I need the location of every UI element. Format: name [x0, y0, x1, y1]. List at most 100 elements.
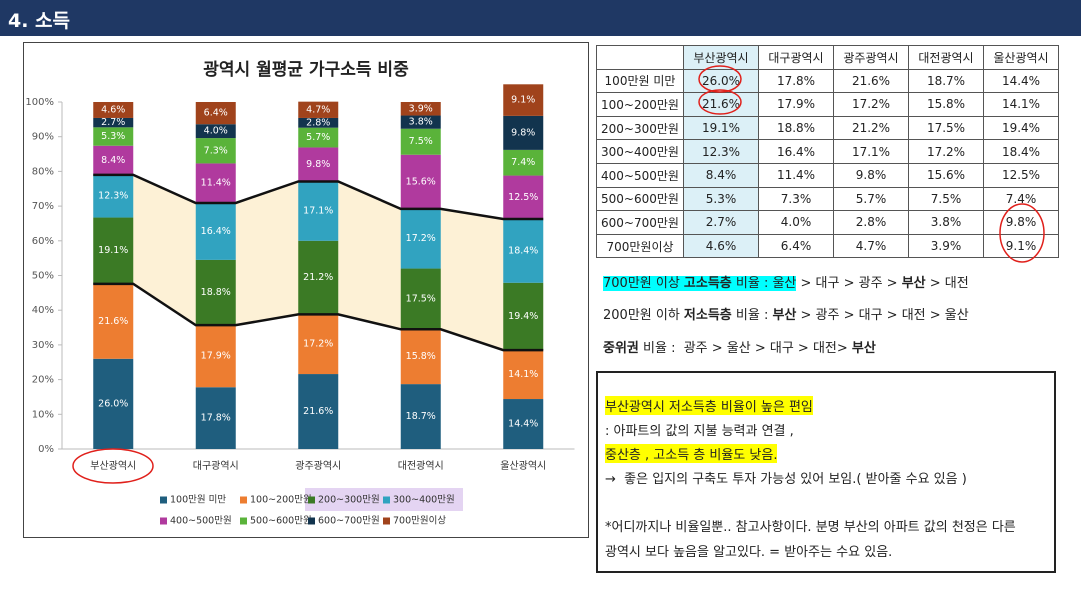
bar-segment — [93, 117, 134, 128]
data-label: 5.3% — [101, 131, 125, 142]
table-cell: 18.7% — [908, 68, 984, 94]
data-label: 4.6% — [101, 104, 125, 115]
bar-segment — [503, 218, 544, 283]
y-tick-label: 90% — [32, 132, 54, 143]
table-row-header: 700만원이상 — [596, 233, 684, 259]
note-line: 광역시 보다 높음을 알고있다. = 받아주는 수요 있음. — [605, 545, 893, 560]
note-line: 중산층 , 고소득 층 비율도 낮음. — [605, 444, 778, 463]
table-header-row: 부산광역시 대구광역시 광주광역시 대전광역시 울산광역시 — [596, 45, 1059, 70]
bar-segment — [195, 138, 236, 164]
bar-segment — [298, 240, 339, 315]
bar-segment — [93, 283, 134, 359]
note-box: 부산광역시 저소득층 비율이 높은 편임 : 아파트의 값의 지불 능력과 연결… — [596, 371, 1056, 573]
data-label: 2.7% — [101, 117, 125, 128]
table-cell: 12.5% — [983, 162, 1059, 188]
table-cell: 12.3% — [683, 139, 759, 164]
bar-segment — [195, 259, 236, 326]
data-label: 9.8% — [306, 159, 330, 170]
y-tick-label: 70% — [32, 201, 54, 212]
bar-segment — [195, 202, 236, 260]
bar-segment — [93, 102, 134, 118]
note-line: → 좋은 입지의 구축도 투자 가능성 있어 보임.( 받아줄 수요 있음 ) — [605, 472, 967, 487]
bar-segment — [400, 128, 441, 155]
data-label: 17.9% — [201, 351, 231, 362]
bar-segment — [195, 102, 236, 125]
legend-swatch — [383, 517, 390, 525]
table-row: 100~200만원 21.6% 17.9% 17.2% 15.8% 14.1% — [596, 92, 1059, 117]
table-cell: 2.8% — [833, 210, 909, 235]
table-cell: 15.6% — [908, 162, 984, 188]
bar-segment — [93, 217, 134, 284]
data-label: 17.1% — [303, 206, 333, 217]
table-row-header: 400~500만원 — [596, 162, 684, 188]
bar-segment — [195, 163, 236, 203]
data-label: 12.5% — [508, 192, 538, 203]
table-cell: 7.4% — [983, 186, 1059, 212]
summary-line: 200만원 이하 저소득층 비율 : 부산 > 광주 > 대구 > 대전 > 울… — [603, 304, 969, 323]
table-cell: 26.0% — [683, 68, 759, 94]
legend-swatch — [240, 517, 247, 525]
data-label: 19.1% — [98, 245, 128, 256]
bar-segment — [503, 175, 544, 219]
bar-segment — [298, 181, 339, 241]
legend-swatch — [383, 496, 390, 504]
legend-swatch — [160, 496, 167, 504]
data-label: 17.2% — [303, 339, 333, 350]
legend-swatch — [240, 496, 247, 504]
table-header-cell: 대구광역시 — [758, 45, 834, 70]
y-tick-label: 0% — [38, 444, 54, 455]
table-cell: 7.3% — [758, 186, 834, 212]
text: 비율 : — [731, 308, 773, 323]
table-cell: 17.9% — [758, 92, 834, 117]
legend-label: 500~600만원 — [250, 516, 312, 527]
table-cell: 17.8% — [758, 68, 834, 94]
x-tick-label: 부산광역시 — [90, 460, 136, 472]
table-row-header: 500~600만원 — [596, 186, 684, 212]
bar-segment — [93, 127, 134, 146]
data-label: 9.8% — [511, 127, 535, 138]
text: > 광주 > 대구 > 대전 > 울산 — [796, 308, 969, 323]
bar-segment — [298, 127, 339, 148]
table-cell: 21.6% — [833, 68, 909, 94]
data-label: 17.5% — [406, 293, 436, 304]
bar-segment — [400, 268, 441, 330]
table-row-header: 600~700만원 — [596, 210, 684, 235]
bar-segment — [298, 117, 339, 128]
header-bar: 4. 소득 — [0, 0, 1081, 36]
text: 부산 — [901, 276, 926, 291]
bar-segment — [400, 154, 441, 209]
chart: 광역시 월평균 가구소득 비중 0% 10% 20% 30% 40% 50% 60% 70% 8… — [23, 42, 589, 538]
data-label: 19.4% — [508, 311, 538, 322]
bar-segment — [93, 145, 134, 175]
table-cell: 17.2% — [833, 92, 909, 117]
data-label: 4.7% — [306, 104, 330, 115]
bar-segment — [400, 208, 441, 269]
legend-label: 600~700만원 — [318, 516, 380, 527]
table-cell: 15.8% — [908, 92, 984, 117]
table-header-cell: 대전광역시 — [908, 45, 984, 70]
data-label: 17.8% — [201, 413, 231, 424]
y-tick-label: 10% — [32, 409, 54, 420]
data-label: 3.9% — [409, 103, 433, 114]
data-label: 4.0% — [204, 126, 228, 137]
table-row: 200~300만원 19.1% 18.8% 21.2% 17.5% 19.4% — [596, 115, 1059, 141]
text: 비율 : 광주 > 울산 > 대구 > 대전> — [638, 341, 852, 356]
data-label: 9.1% — [511, 95, 535, 106]
table-row: 700만원이상 4.6% 6.4% 4.7% 3.9% 9.1% — [596, 233, 1059, 259]
bar-segment — [195, 325, 236, 388]
legend-label: 100만원 미만 — [170, 495, 226, 506]
bar-segment — [400, 329, 441, 385]
legend-label: 300~400만원 — [393, 495, 455, 506]
text: 부산 — [772, 308, 797, 323]
table-header-cell: 광주광역시 — [833, 45, 909, 70]
table-cell: 5.3% — [683, 186, 759, 212]
table-cell: 16.4% — [758, 139, 834, 164]
data-label: 21.6% — [303, 406, 333, 417]
table-row-header: 100만원 미만 — [596, 68, 684, 94]
data-label: 18.7% — [406, 411, 436, 422]
table-cell: 9.8% — [833, 162, 909, 188]
table-cell: 3.8% — [908, 210, 984, 235]
legend-swatch — [160, 517, 167, 525]
table-cell: 8.4% — [683, 162, 759, 188]
y-tick-label: 50% — [32, 271, 54, 282]
